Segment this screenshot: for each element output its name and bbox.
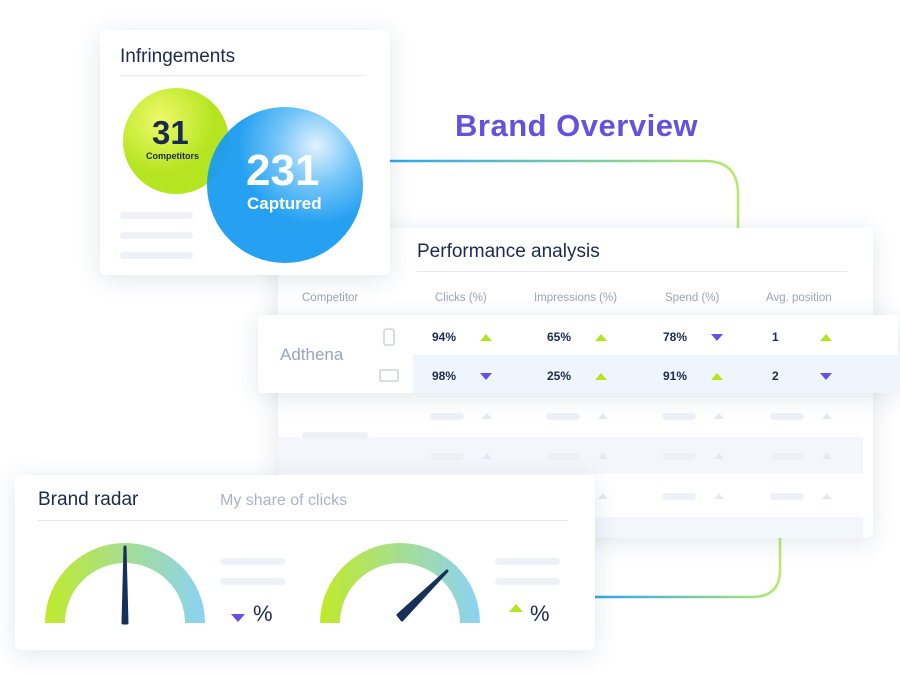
placeholder-bar	[546, 413, 580, 420]
gauge-arc	[45, 543, 205, 623]
placeholder-bar	[220, 558, 285, 565]
card-title: Brand radar	[38, 489, 139, 510]
divider	[120, 75, 365, 76]
brand-radar-card: Brand radar My share of clicks % %	[15, 475, 595, 650]
divider	[38, 520, 568, 521]
gauge-unit: %	[253, 601, 273, 626]
placeholder-arrow	[822, 493, 832, 499]
placeholder-bar	[662, 493, 696, 500]
placeholder-bar	[120, 212, 193, 219]
cell-value: 98%	[432, 369, 457, 383]
placeholder-arrow	[714, 413, 724, 419]
placeholder-arrow	[714, 493, 724, 499]
placeholder-bar	[546, 453, 580, 460]
gauge-arc	[320, 543, 480, 623]
column-header: Competitor	[302, 292, 359, 304]
placeholder-bar	[495, 558, 560, 565]
placeholder-arrow	[598, 453, 608, 459]
captured-count: 231	[246, 146, 320, 195]
competitors-circle	[123, 88, 229, 194]
up-arrow	[595, 373, 607, 380]
down-arrow	[480, 373, 492, 380]
placeholder-bar	[662, 453, 696, 460]
desktop-icon	[379, 369, 399, 382]
cell-value: 1	[772, 330, 779, 344]
column-header: Spend (%)	[665, 292, 720, 304]
page-title: Brand Overview	[455, 108, 699, 143]
gauge-needle	[121, 545, 129, 625]
row-highlight	[413, 355, 898, 393]
competitor-name: Adthena	[280, 345, 344, 364]
placeholder-arrow	[822, 453, 832, 459]
placeholder-bar	[770, 453, 804, 460]
divider	[417, 271, 847, 272]
highlight-row: Adthena 94% 65% 78% 1 98% 25% 91% 2	[258, 315, 898, 393]
cell-value: 91%	[663, 369, 688, 383]
up-arrow	[820, 334, 832, 341]
mobile-icon	[383, 328, 395, 346]
up-arrow	[595, 334, 607, 341]
down-arrow	[711, 334, 723, 341]
connector	[390, 159, 740, 228]
captured-circle	[207, 107, 363, 263]
device-icons	[379, 328, 399, 382]
cell-value: 94%	[432, 330, 457, 344]
column-header: Avg. position	[766, 292, 832, 304]
up-arrow	[480, 334, 492, 341]
competitors-label: Competitors	[146, 151, 200, 161]
placeholder-arrow	[714, 453, 724, 459]
placeholder-arrow	[482, 453, 492, 459]
gauges	[45, 543, 560, 625]
card-subtitle: My share of clicks	[220, 492, 348, 509]
placeholder-bar	[120, 232, 193, 239]
placeholder-arrow	[598, 413, 608, 419]
cell-value: 65%	[547, 330, 572, 344]
down-arrow	[820, 373, 832, 380]
column-header: Clicks (%)	[435, 292, 487, 304]
infringements-card: Infringements 31 Competitors 231 Capture…	[100, 30, 390, 275]
card-title: Infringements	[120, 46, 236, 67]
gauge-unit: %	[530, 601, 550, 626]
cell-value: 2	[772, 369, 779, 383]
cell-value: 78%	[663, 330, 688, 344]
placeholder-arrow	[822, 413, 832, 419]
card-title: Performance analysis	[417, 241, 600, 262]
placeholder-bar	[430, 453, 464, 460]
placeholder-bar	[120, 252, 193, 259]
competitors-count: 31	[152, 114, 189, 151]
captured-label: Captured	[247, 194, 322, 213]
placeholder-bar	[220, 578, 285, 585]
placeholder-bar	[770, 493, 804, 500]
up-arrow	[711, 373, 723, 380]
column-header: Impressions (%)	[534, 292, 618, 304]
placeholder-arrow	[598, 493, 608, 499]
placeholder-bar	[430, 413, 464, 420]
up-arrow	[509, 604, 523, 612]
placeholder-bar	[662, 413, 696, 420]
venn	[123, 88, 363, 263]
placeholder-bar	[302, 432, 368, 439]
placeholder-arrow	[482, 413, 492, 419]
placeholder-bar	[495, 578, 560, 585]
connector	[595, 538, 782, 599]
down-arrow	[231, 614, 245, 622]
placeholder-bar	[770, 413, 804, 420]
gauge-needle	[396, 569, 449, 622]
cell-value: 25%	[547, 369, 572, 383]
